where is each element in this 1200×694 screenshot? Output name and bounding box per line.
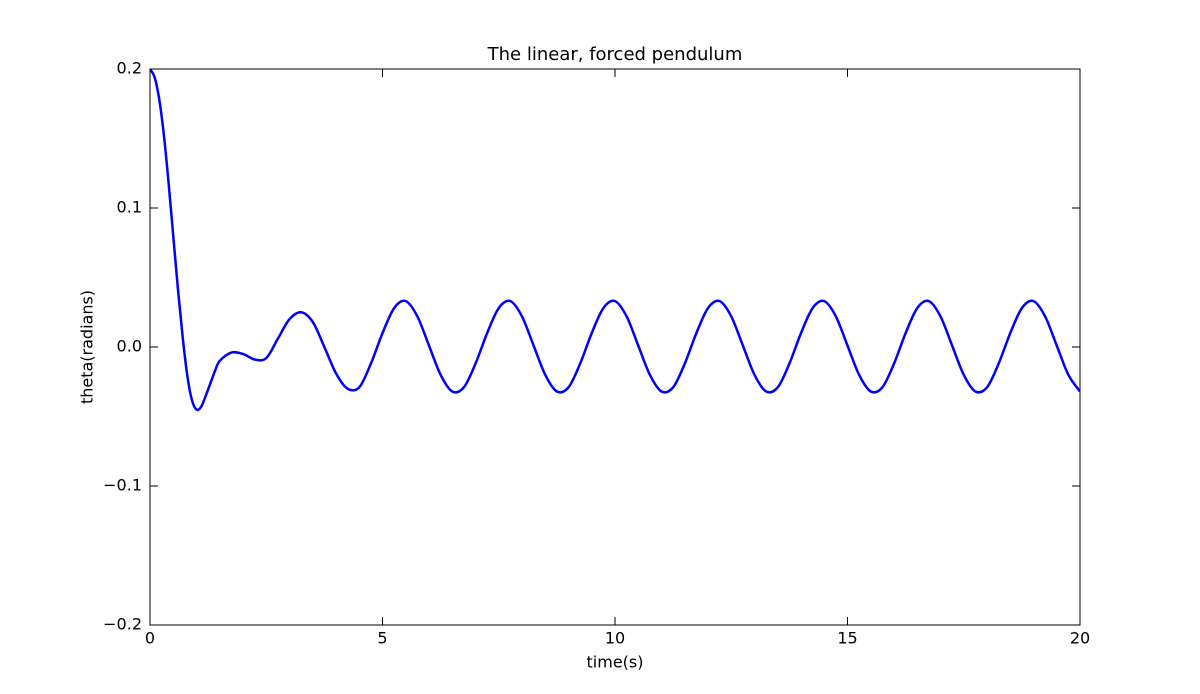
- x-tick-label: 0: [145, 629, 155, 648]
- y-tick-label: 0.1: [117, 198, 142, 217]
- y-tick-label: 0.2: [117, 59, 142, 78]
- x-axis-label: time(s): [587, 653, 644, 672]
- plot-frame: [149, 68, 1081, 626]
- x-tick-label: 10: [605, 629, 625, 648]
- y-tick-label: −0.2: [103, 615, 142, 634]
- y-tick-label: 0.0: [117, 337, 142, 356]
- chart-title: The linear, forced pendulum: [487, 44, 743, 65]
- line-series: [150, 69, 1080, 412]
- y-tick-label: −0.1: [103, 476, 142, 495]
- y-axis-label: theta(radians): [78, 290, 97, 404]
- x-tick-label: 15: [837, 629, 857, 648]
- x-tick-label: 20: [1070, 629, 1090, 648]
- x-tick-label: 5: [377, 629, 387, 648]
